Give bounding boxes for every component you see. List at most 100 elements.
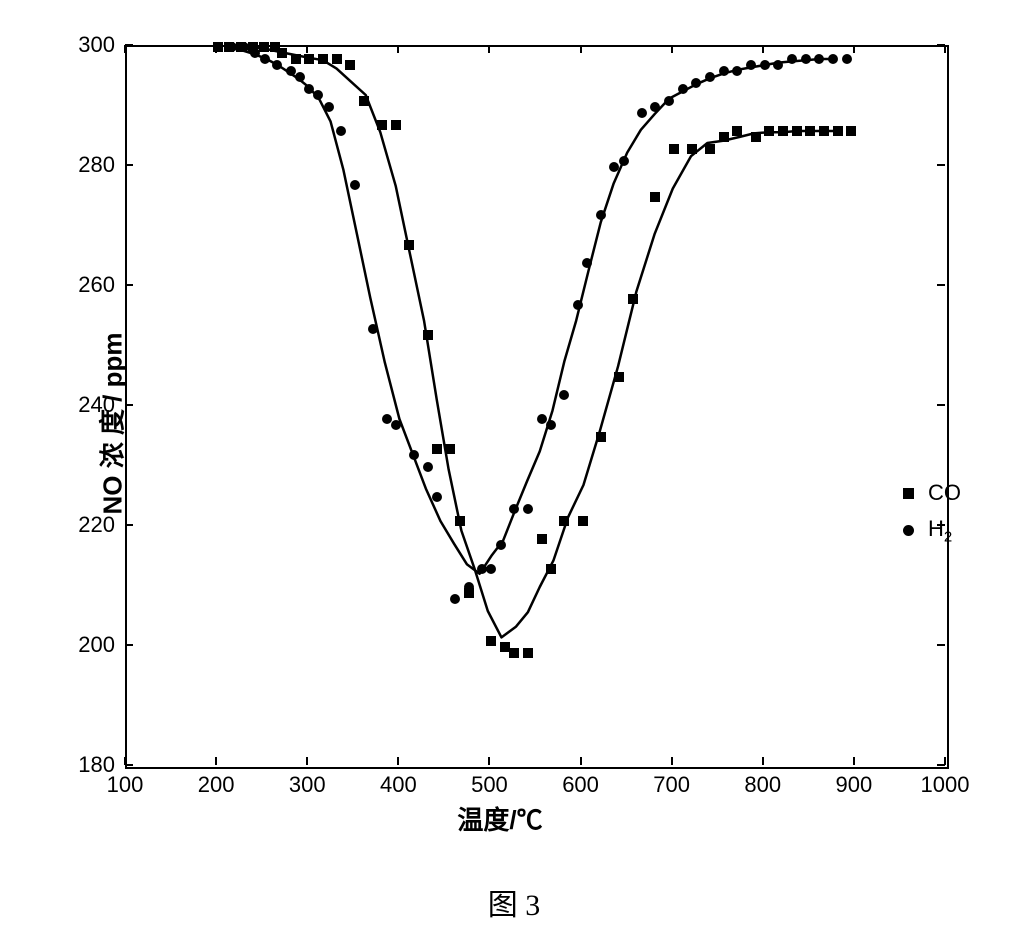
x-tick bbox=[215, 45, 217, 53]
data-marker-h2 bbox=[450, 594, 460, 604]
data-marker-co bbox=[705, 144, 715, 154]
data-marker-h2 bbox=[609, 162, 619, 172]
figure-caption: 图 3 bbox=[488, 880, 541, 924]
x-tick-label: 900 bbox=[836, 772, 873, 798]
y-tick-label: 300 bbox=[55, 32, 115, 58]
x-tick-label: 400 bbox=[380, 772, 417, 798]
data-marker-h2 bbox=[423, 462, 433, 472]
data-marker-h2 bbox=[760, 60, 770, 70]
data-marker-h2 bbox=[409, 450, 419, 460]
legend-item-h2: H2 bbox=[903, 516, 993, 545]
data-marker-co bbox=[546, 564, 556, 574]
x-tick bbox=[671, 45, 673, 53]
x-tick bbox=[124, 45, 126, 53]
data-marker-co bbox=[291, 54, 301, 64]
y-axis-label: NO 浓 度 / ppm bbox=[93, 332, 130, 514]
data-marker-co bbox=[277, 48, 287, 58]
data-marker-co bbox=[732, 126, 742, 136]
y-tick bbox=[937, 284, 945, 286]
data-marker-h2 bbox=[336, 126, 346, 136]
data-marker-co bbox=[404, 240, 414, 250]
x-tick bbox=[124, 757, 126, 765]
data-marker-co bbox=[687, 144, 697, 154]
y-tick-label: 200 bbox=[55, 632, 115, 658]
data-marker-co bbox=[304, 54, 314, 64]
data-marker-h2 bbox=[596, 210, 606, 220]
x-tick bbox=[215, 757, 217, 765]
data-marker-co bbox=[523, 648, 533, 658]
data-marker-h2 bbox=[391, 420, 401, 430]
x-tick bbox=[306, 757, 308, 765]
x-tick bbox=[671, 757, 673, 765]
data-marker-co bbox=[578, 516, 588, 526]
x-tick bbox=[580, 45, 582, 53]
data-marker-h2 bbox=[368, 324, 378, 334]
legend-marker-square-icon bbox=[903, 488, 914, 499]
data-marker-h2 bbox=[842, 54, 852, 64]
data-marker-co bbox=[846, 126, 856, 136]
data-marker-h2 bbox=[272, 60, 282, 70]
data-marker-h2 bbox=[664, 96, 674, 106]
x-tick bbox=[488, 45, 490, 53]
data-marker-h2 bbox=[746, 60, 756, 70]
data-marker-h2 bbox=[313, 90, 323, 100]
data-marker-co bbox=[423, 330, 433, 340]
data-marker-co bbox=[819, 126, 829, 136]
data-marker-co bbox=[650, 192, 660, 202]
y-tick-label: 220 bbox=[55, 512, 115, 538]
data-marker-h2 bbox=[705, 72, 715, 82]
data-marker-co bbox=[751, 132, 761, 142]
y-tick bbox=[937, 164, 945, 166]
data-marker-h2 bbox=[350, 180, 360, 190]
x-tick bbox=[944, 45, 946, 53]
data-marker-h2 bbox=[464, 582, 474, 592]
x-tick-label: 500 bbox=[471, 772, 508, 798]
x-tick-label: 300 bbox=[289, 772, 326, 798]
data-marker-co bbox=[614, 372, 624, 382]
data-marker-h2 bbox=[239, 42, 249, 52]
x-tick bbox=[762, 757, 764, 765]
data-marker-h2 bbox=[559, 390, 569, 400]
data-marker-co bbox=[537, 534, 547, 544]
data-marker-co bbox=[318, 54, 328, 64]
y-tick bbox=[937, 404, 945, 406]
x-tick-label: 200 bbox=[198, 772, 235, 798]
data-marker-h2 bbox=[787, 54, 797, 64]
y-tick bbox=[125, 404, 133, 406]
data-marker-h2 bbox=[582, 258, 592, 268]
x-tick bbox=[397, 45, 399, 53]
x-tick bbox=[853, 757, 855, 765]
x-tick bbox=[944, 757, 946, 765]
data-marker-co bbox=[432, 444, 442, 454]
data-marker-co bbox=[669, 144, 679, 154]
data-marker-co bbox=[377, 120, 387, 130]
data-marker-h2 bbox=[295, 72, 305, 82]
x-tick bbox=[580, 757, 582, 765]
data-marker-co bbox=[628, 294, 638, 304]
data-marker-h2 bbox=[432, 492, 442, 502]
data-marker-h2 bbox=[496, 540, 506, 550]
data-marker-co bbox=[359, 96, 369, 106]
data-marker-co bbox=[559, 516, 569, 526]
data-marker-h2 bbox=[719, 66, 729, 76]
chart-container: NO 浓 度 / ppm 温度/℃ 图 3 CO H2 180200220240… bbox=[0, 0, 1028, 939]
x-axis-label: 温度/℃ bbox=[457, 800, 542, 837]
data-marker-co bbox=[778, 126, 788, 136]
legend-label-h2: H2 bbox=[928, 516, 952, 545]
x-tick-label: 100 bbox=[107, 772, 144, 798]
data-marker-co bbox=[509, 648, 519, 658]
data-marker-co bbox=[719, 132, 729, 142]
data-marker-h2 bbox=[227, 42, 237, 52]
x-tick-label: 1000 bbox=[921, 772, 970, 798]
data-marker-co bbox=[833, 126, 843, 136]
data-marker-h2 bbox=[619, 156, 629, 166]
legend-marker-circle-icon bbox=[903, 525, 914, 536]
data-marker-h2 bbox=[324, 102, 334, 112]
curve-co bbox=[229, 47, 837, 637]
y-tick bbox=[125, 284, 133, 286]
data-marker-co bbox=[455, 516, 465, 526]
y-tick-label: 240 bbox=[55, 392, 115, 418]
data-marker-h2 bbox=[546, 420, 556, 430]
data-marker-h2 bbox=[691, 78, 701, 88]
data-marker-h2 bbox=[828, 54, 838, 64]
